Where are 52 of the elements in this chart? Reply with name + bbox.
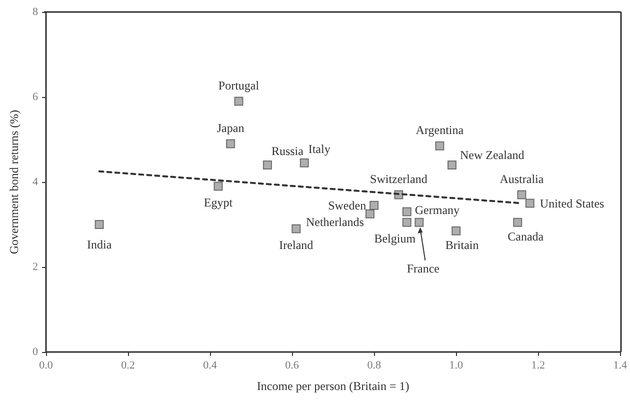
annotation: Netherlands bbox=[306, 214, 364, 229]
point bbox=[447, 160, 456, 170]
y-tick-label: 0 bbox=[32, 346, 38, 358]
point bbox=[402, 218, 412, 227]
annotation: Japan bbox=[216, 120, 244, 135]
point bbox=[513, 218, 522, 227]
annotation: Russia bbox=[271, 144, 304, 158]
annotation: Switzerland bbox=[370, 172, 428, 186]
point bbox=[525, 198, 534, 208]
point bbox=[402, 207, 412, 216]
annotation: India bbox=[86, 238, 112, 252]
point bbox=[435, 141, 444, 150]
x-tick-label: 1.4 bbox=[613, 360, 628, 372]
point bbox=[370, 200, 379, 210]
point bbox=[452, 226, 461, 236]
point bbox=[517, 190, 526, 200]
annotation: New Zealand bbox=[460, 148, 524, 162]
point bbox=[214, 182, 223, 191]
x-tick-label: 0.2 bbox=[121, 360, 135, 372]
annotation: France bbox=[406, 261, 440, 276]
x-tick-label: 1.2 bbox=[531, 360, 545, 372]
point bbox=[262, 160, 272, 170]
annotation: Argentina bbox=[416, 122, 464, 137]
point bbox=[365, 209, 374, 218]
point bbox=[300, 158, 309, 168]
point bbox=[226, 139, 236, 148]
annotation: Belgium bbox=[374, 231, 416, 246]
y-tick-label: 8 bbox=[32, 6, 38, 18]
annotation: Canada bbox=[508, 229, 544, 244]
point bbox=[94, 220, 104, 229]
annotation: Ireland bbox=[279, 238, 314, 252]
annotation: Sweden bbox=[328, 198, 366, 212]
x-tick-label: 0.6 bbox=[285, 360, 300, 372]
point bbox=[414, 218, 424, 227]
y-tick-label: 2 bbox=[32, 261, 38, 273]
annotation: Egypt bbox=[204, 195, 234, 210]
annotation: Germany bbox=[414, 202, 460, 217]
x-axis-title: Income per person (Britain = 1) bbox=[256, 379, 410, 393]
x-tick-label: 0.8 bbox=[367, 360, 382, 372]
y-axis-title: Government bond returns (%) bbox=[7, 110, 21, 254]
x-tick-label: 1.0 bbox=[449, 360, 464, 372]
annotation: Britain bbox=[445, 238, 479, 252]
annotation: Australia bbox=[500, 172, 544, 186]
y-tick-label: 4 bbox=[32, 176, 38, 188]
y-tick-label: 6 bbox=[32, 91, 38, 103]
x-tick-label: 0.4 bbox=[203, 360, 218, 372]
point bbox=[234, 96, 244, 106]
point bbox=[292, 224, 301, 234]
annotation: United States bbox=[540, 196, 605, 210]
annotation: Italy bbox=[308, 142, 330, 156]
x-tick-label: 0.0 bbox=[39, 360, 54, 372]
annotation: Portugal bbox=[218, 78, 260, 92]
